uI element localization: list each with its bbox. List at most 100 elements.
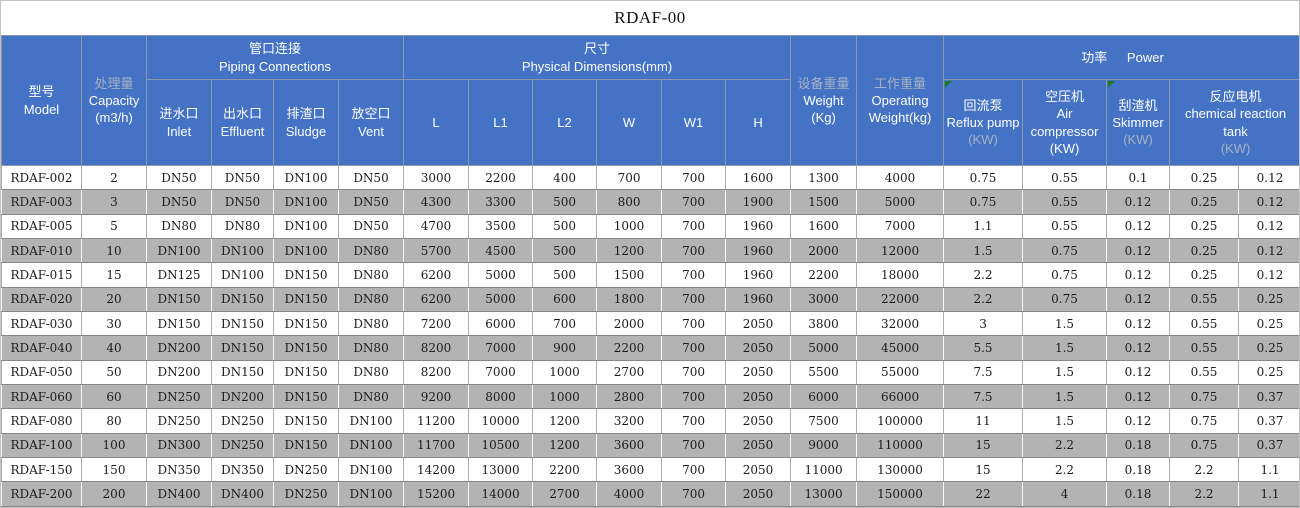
cell-model: RDAF-040 bbox=[1, 335, 82, 361]
cell-capacity: 2 bbox=[81, 164, 147, 191]
cell-reaction_tank_1: 0.25 bbox=[1169, 213, 1240, 240]
cell-reaction_tank_2: 1.1 bbox=[1238, 457, 1299, 483]
cell-H: 1960 bbox=[725, 238, 792, 264]
cell-L: 7200 bbox=[403, 311, 470, 337]
cell-air_compressor: 0.75 bbox=[1022, 262, 1108, 288]
header-piping-group: 管口连接 Piping Connections bbox=[145, 35, 405, 80]
header-operating-weight: 工作重量 Operating Weight(kg) bbox=[856, 35, 945, 166]
header-sub-row: 进水口 Inlet 出水口 Effluent 排渣口 Sludge 放空口 Ve… bbox=[2, 79, 1299, 166]
table-row: RDAF-020 20 DN150 DN150 DN150 DN80 6200 5000 600… bbox=[1, 286, 1299, 313]
table-title: RDAF-00 bbox=[614, 8, 686, 27]
header-power-en: Power bbox=[1126, 49, 1164, 65]
header-dim-W1: W1 bbox=[661, 79, 727, 166]
table-row: RDAF-040 40 DN200 DN150 DN150 DN80 8200 7000 900… bbox=[1, 335, 1299, 361]
cell-effluent: DN150 bbox=[211, 286, 274, 313]
cell-inlet: DN400 bbox=[146, 481, 212, 507]
header-reflux-unit: (KW) bbox=[968, 132, 998, 148]
cell-weight: 2000 bbox=[790, 238, 858, 264]
cell-reaction_tank_1: 0.55 bbox=[1169, 286, 1240, 313]
cell-W1: 700 bbox=[661, 408, 727, 434]
cell-reflux_pump: 15 bbox=[943, 457, 1024, 483]
header-operating-weight-zh: 工作重量 bbox=[874, 75, 927, 91]
cell-reflux_pump: 11 bbox=[943, 408, 1024, 434]
cell-model: RDAF-020 bbox=[1, 286, 82, 313]
cell-skimmer: 0.12 bbox=[1106, 286, 1171, 313]
cell-air_compressor: 0.75 bbox=[1022, 286, 1108, 313]
cell-W: 1500 bbox=[596, 262, 663, 288]
cell-L1: 8000 bbox=[468, 384, 534, 410]
cell-reaction_tank_2: 0.12 bbox=[1238, 238, 1299, 264]
cell-sludge: DN150 bbox=[273, 311, 339, 337]
cell-reflux_pump: 5.5 bbox=[943, 335, 1024, 361]
header-skimmer: 刮渣机 Skimmer (KW) bbox=[1106, 79, 1171, 166]
cell-skimmer: 0.12 bbox=[1106, 262, 1171, 288]
cell-skimmer: 0.18 bbox=[1106, 457, 1171, 483]
cell-weight: 3000 bbox=[790, 286, 858, 313]
header-power-zh: 功率 bbox=[1081, 49, 1108, 65]
cell-reflux_pump: 0.75 bbox=[943, 164, 1024, 191]
cell-skimmer: 0.12 bbox=[1106, 359, 1171, 386]
cell-L1: 5000 bbox=[468, 262, 534, 288]
cell-operating_weight: 32000 bbox=[856, 311, 945, 337]
cell-reaction_tank_2: 0.25 bbox=[1238, 335, 1299, 361]
cell-inlet: DN150 bbox=[146, 286, 212, 313]
cell-L1: 3300 bbox=[468, 189, 534, 215]
header-air-compressor: 空压机 Air compressor (KW) bbox=[1022, 79, 1108, 166]
cell-sludge: DN150 bbox=[273, 262, 339, 288]
cell-operating_weight: 18000 bbox=[856, 262, 945, 288]
cell-inlet: DN350 bbox=[146, 457, 212, 483]
cell-model: RDAF-150 bbox=[1, 457, 82, 483]
cell-W: 4000 bbox=[596, 481, 663, 507]
cell-vent: DN100 bbox=[337, 408, 405, 434]
cell-L2: 900 bbox=[532, 335, 598, 361]
table-row: RDAF-200 200 DN400 DN400 DN250 DN100 15200 1400… bbox=[1, 481, 1299, 507]
cell-L1: 5000 bbox=[468, 286, 534, 313]
header-power-group: 功率 Power bbox=[943, 35, 1299, 80]
cell-L2: 600 bbox=[532, 286, 598, 313]
cell-reaction_tank_2: 0.37 bbox=[1238, 432, 1299, 459]
header-group-row: 型号 Model 处理量 Capacity (m3/h) 管口连接 Piping… bbox=[1, 35, 1299, 166]
cell-skimmer: 0.12 bbox=[1106, 384, 1171, 410]
cell-reaction_tank_2: 0.25 bbox=[1238, 286, 1299, 313]
cell-effluent: DN100 bbox=[211, 262, 274, 288]
cell-L2: 1000 bbox=[532, 384, 598, 410]
cell-skimmer: 0.1 bbox=[1106, 164, 1171, 191]
cell-air_compressor: 1.5 bbox=[1022, 408, 1108, 434]
cell-sludge: DN100 bbox=[273, 164, 339, 191]
cell-W1: 700 bbox=[661, 189, 727, 215]
header-effluent-en: Effluent bbox=[220, 123, 265, 139]
cell-sludge: DN150 bbox=[273, 432, 339, 459]
header-inlet-zh: 进水口 bbox=[159, 106, 199, 122]
cell-reaction_tank_1: 2.2 bbox=[1169, 457, 1240, 483]
cell-air_compressor: 1.5 bbox=[1022, 335, 1108, 361]
cell-L1: 14000 bbox=[468, 481, 534, 507]
cell-sludge: DN100 bbox=[273, 189, 339, 215]
cell-H: 1900 bbox=[725, 189, 792, 215]
cell-weight: 6000 bbox=[790, 384, 858, 410]
header-capacity: 处理量 Capacity (m3/h) bbox=[81, 35, 147, 166]
cell-sludge: DN150 bbox=[273, 335, 339, 361]
cell-H: 2050 bbox=[725, 384, 792, 410]
error-flag-icon bbox=[945, 81, 953, 88]
header-dim-L1: L1 bbox=[468, 79, 534, 166]
cell-reflux_pump: 7.5 bbox=[943, 384, 1024, 410]
cell-inlet: DN50 bbox=[146, 164, 212, 191]
error-flag-icon bbox=[1108, 81, 1116, 88]
cell-effluent: DN250 bbox=[211, 408, 274, 434]
cell-capacity: 3 bbox=[81, 189, 147, 215]
cell-L: 6200 bbox=[403, 286, 470, 313]
cell-W1: 700 bbox=[661, 481, 727, 507]
header-vent-zh: 放空口 bbox=[351, 106, 391, 122]
cell-W1: 700 bbox=[661, 311, 727, 337]
header-piping-zh: 管口连接 bbox=[249, 41, 302, 57]
cell-L: 11700 bbox=[403, 432, 470, 459]
cell-model: RDAF-030 bbox=[1, 311, 82, 337]
cell-L1: 10500 bbox=[468, 432, 534, 459]
cell-inlet: DN300 bbox=[146, 432, 212, 459]
table-row: RDAF-080 80 DN250 DN250 DN150 DN100 11200 10000… bbox=[1, 408, 1299, 434]
cell-effluent: DN200 bbox=[211, 384, 274, 410]
cell-air_compressor: 4 bbox=[1022, 481, 1108, 507]
cell-vent: DN100 bbox=[337, 457, 405, 483]
cell-skimmer: 0.12 bbox=[1106, 408, 1171, 434]
